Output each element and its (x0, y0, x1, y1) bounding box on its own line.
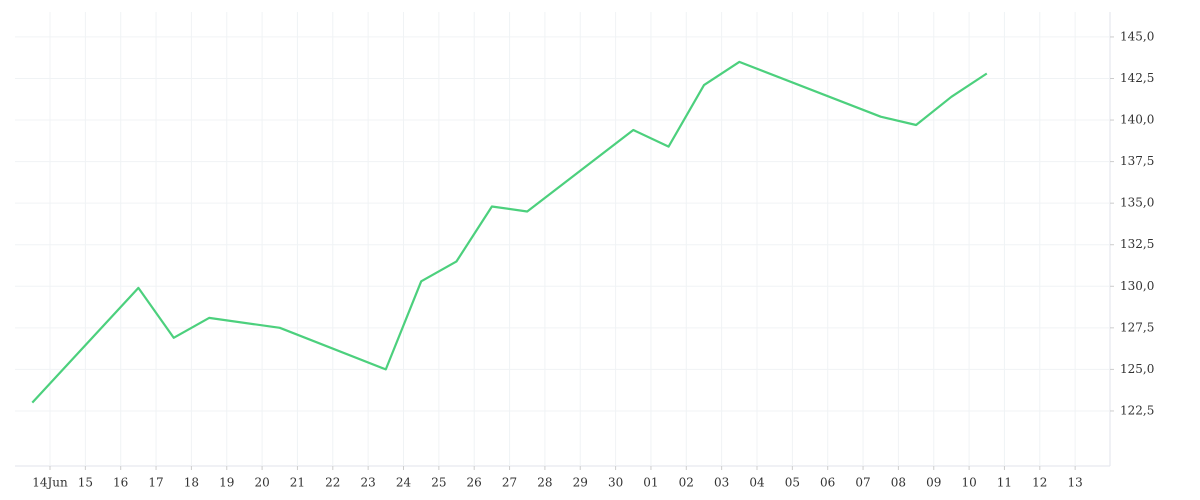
y-tick-label: 145,0 (1120, 29, 1154, 43)
x-tick-label: 17 (148, 476, 163, 490)
y-tick-label: 122,5 (1120, 403, 1154, 417)
y-tick-label: 140,0 (1120, 113, 1154, 127)
y-tick-label: 127,5 (1120, 320, 1154, 334)
x-tick-label: 21 (290, 476, 305, 490)
x-tick-label: 26 (467, 476, 482, 490)
x-tick-label: 29 (573, 476, 588, 490)
x-tick-label: 14Jun (32, 476, 68, 490)
x-tick-label: 27 (502, 476, 517, 490)
x-tick-label: 12 (1032, 476, 1047, 490)
x-tick-label: 07 (855, 476, 870, 490)
x-tick-label: 16 (113, 476, 128, 490)
x-tick-label: 19 (219, 476, 234, 490)
x-tick-label: 06 (820, 476, 835, 490)
x-tick-label: 05 (785, 476, 800, 490)
x-tick-label: 11 (997, 476, 1012, 490)
y-tick-label: 132,5 (1120, 237, 1154, 251)
x-tick-label: 25 (431, 476, 446, 490)
x-tick-label: 03 (714, 476, 729, 490)
x-tick-label: 13 (1068, 476, 1083, 490)
x-tick-label: 22 (325, 476, 340, 490)
x-tick-label: 20 (254, 476, 269, 490)
x-tick-label: 24 (396, 476, 412, 490)
x-tick-label: 28 (537, 476, 552, 490)
x-tick-label: 30 (608, 476, 623, 490)
x-tick-label: 01 (643, 476, 658, 490)
price-line (31, 60, 988, 404)
x-tick-label: 04 (749, 476, 765, 490)
y-tick-label: 125,0 (1120, 362, 1154, 376)
x-tick-label: 09 (926, 476, 941, 490)
x-tick-label: 23 (361, 476, 376, 490)
y-tick-label: 130,0 (1120, 279, 1154, 293)
x-tick-label: 02 (679, 476, 694, 490)
y-tick-label: 142,5 (1120, 71, 1154, 85)
x-tick-label: 18 (184, 476, 199, 490)
x-tick-label: 10 (961, 476, 976, 490)
y-tick-label: 137,5 (1120, 154, 1154, 168)
x-tick-label: 15 (78, 476, 93, 490)
y-tick-label: 135,0 (1120, 196, 1154, 210)
x-tick-label: 08 (891, 476, 906, 490)
